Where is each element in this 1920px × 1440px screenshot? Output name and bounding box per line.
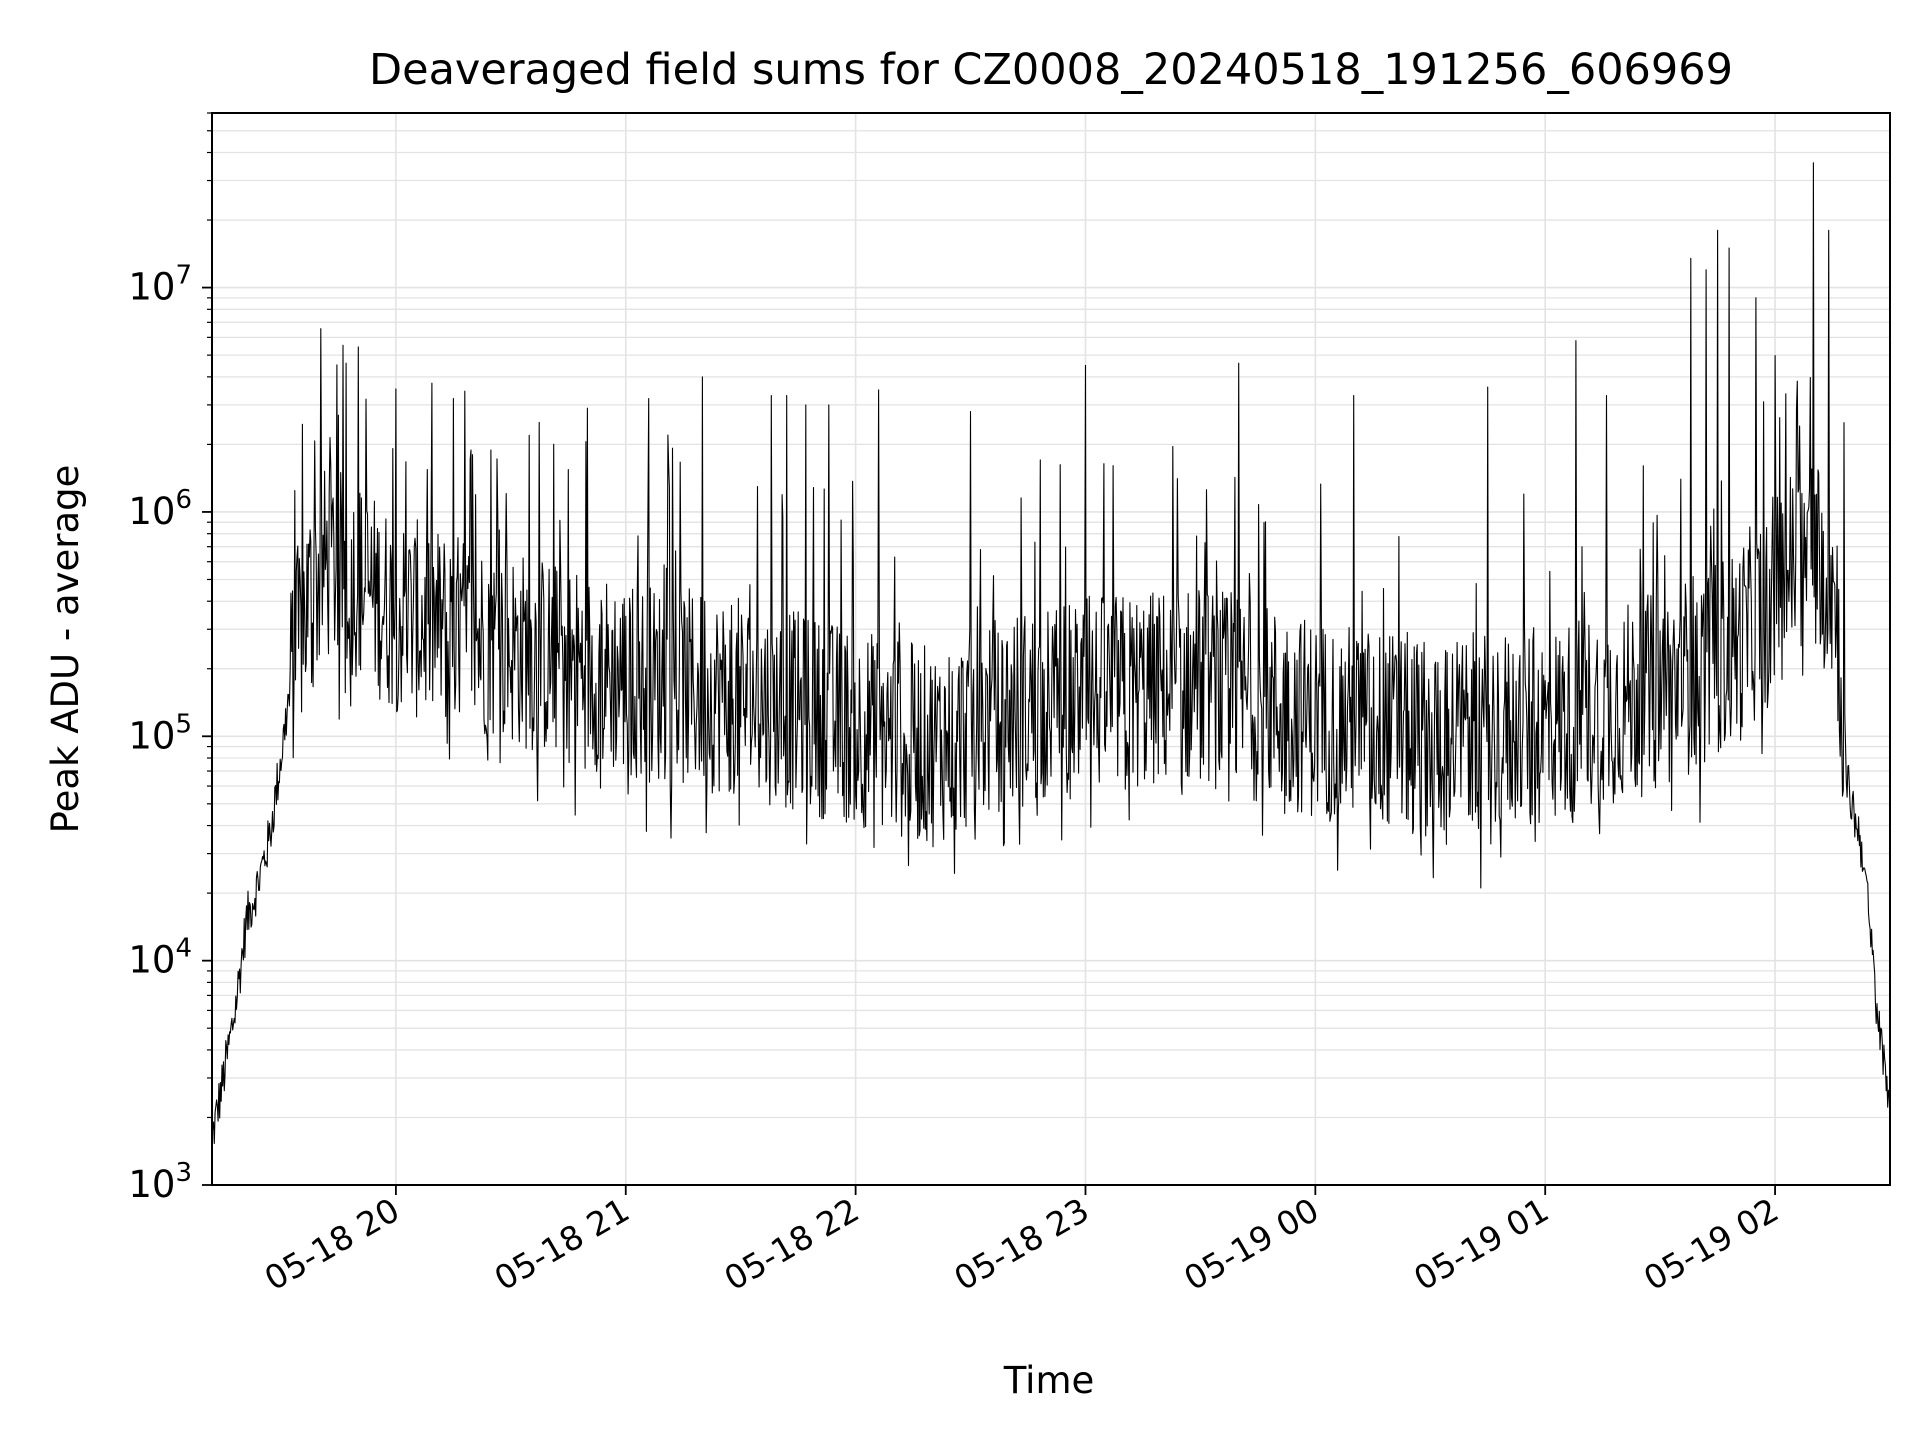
y-tick-label: 107 [128, 261, 192, 309]
y-tick-base: 10 [128, 939, 175, 982]
chart-title: Deaveraged field sums for CZ0008_2024051… [369, 45, 1733, 95]
y-tick-exponent: 3 [175, 1158, 192, 1188]
series-line [211, 162, 1891, 1145]
y-tick-label: 105 [128, 709, 192, 757]
y-tick-label: 103 [128, 1158, 192, 1206]
y-tick-base: 10 [128, 490, 175, 533]
y-tick-exponent: 5 [175, 709, 192, 739]
y-tick-exponent: 4 [175, 934, 192, 964]
y-tick-exponent: 6 [175, 485, 192, 515]
y-tick-base: 10 [128, 266, 175, 309]
y-tick-exponent: 7 [175, 261, 192, 291]
x-axis-label: Time [1003, 1359, 1095, 1402]
plot-area [211, 162, 1891, 1145]
y-tick-base: 10 [128, 714, 175, 757]
y-tick-label: 106 [128, 485, 192, 533]
y-tick-label: 104 [128, 934, 192, 982]
y-axis-label: Peak ADU - average [44, 465, 87, 834]
plot-frame [211, 112, 1891, 1186]
y-tick-base: 10 [128, 1163, 175, 1206]
